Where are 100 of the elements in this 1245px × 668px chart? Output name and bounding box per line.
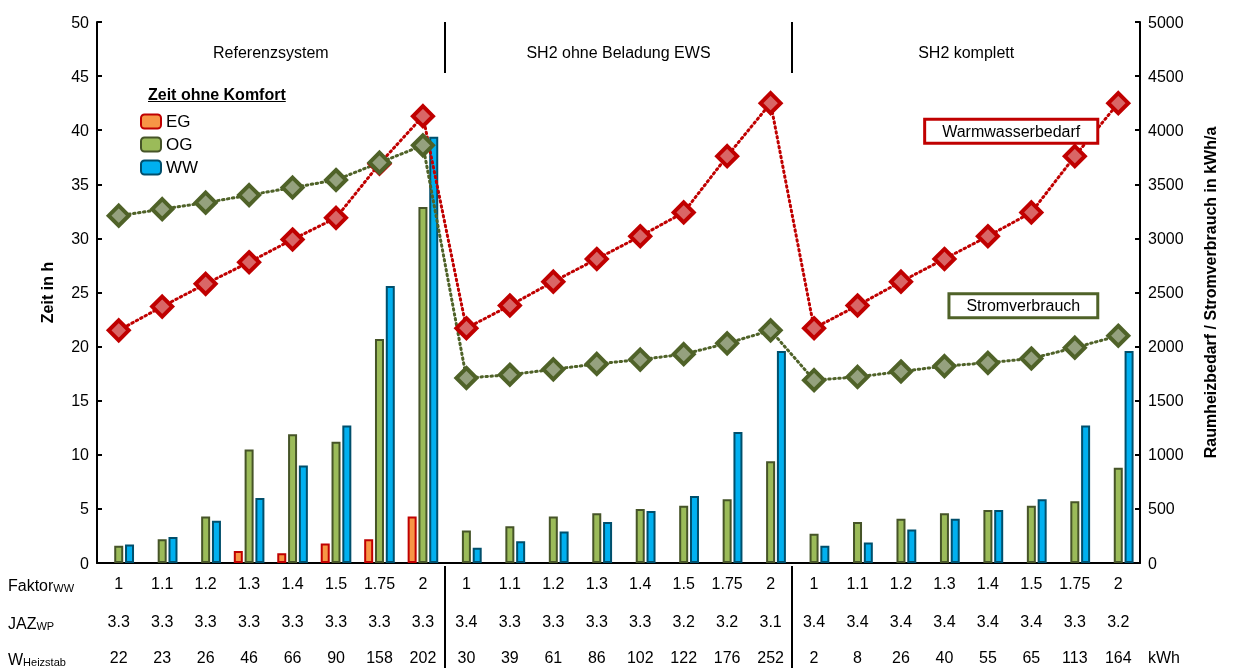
point [193,190,218,215]
y2-tick-label: 2000 [1148,338,1184,356]
bar [766,461,776,563]
text: 3.3 [585,612,608,630]
x-tick-label: 1.5 [324,574,348,592]
text: 3.3 [237,612,261,630]
text: 26 [196,648,215,666]
y2-tick-label: 4000 [1148,121,1184,139]
legend-title: Zeit ohne Komfort [148,86,286,104]
bar [342,425,352,563]
bar [679,505,689,563]
point [715,331,740,356]
text: 164 [1104,648,1132,666]
point [758,318,783,343]
bar [277,553,287,563]
point [280,175,305,200]
y2-tick-label: 3500 [1148,175,1184,193]
bar [939,513,949,563]
bar [1026,505,1036,563]
point [106,203,131,228]
text: 3.3 [281,612,304,630]
text: 3.3 [151,612,174,630]
bar [820,545,830,563]
bar [896,518,906,563]
y-tick-label: 10 [71,446,90,464]
point [1062,335,1087,360]
text: JAZWP [8,614,55,632]
text: 176 [713,648,741,666]
point [1019,200,1044,225]
text: 61 [544,648,563,666]
x-tick-label: 1 [809,574,819,592]
point [584,246,609,271]
bar [809,533,819,563]
bar [505,526,515,563]
text: 22 [109,648,128,666]
y-tick-label: 50 [71,13,90,31]
annotation: SH2 ohne Beladung EWS [526,43,711,61]
point [975,224,1000,249]
y2-tick-label: 5000 [1148,13,1184,31]
y-tick-label: 5 [80,500,90,518]
point [671,342,696,367]
annotation: Referenzsystem [213,43,329,61]
y2-tick-label: 4500 [1148,67,1184,85]
text: 3.3 [498,612,522,630]
x-tick-label: 1.75 [711,574,743,592]
point [802,316,827,341]
bar [418,207,428,563]
x-tick-label: 1.4 [281,574,304,592]
bar [548,516,558,563]
y2-tick-label: 500 [1148,500,1175,518]
bar [461,530,471,563]
y-tick-label: 25 [71,284,90,301]
point [1019,346,1044,371]
point [454,316,479,341]
y2-tick-label: 1000 [1148,446,1184,464]
point [193,271,218,296]
bar [863,542,873,563]
bar [472,547,482,563]
x-tick-label: 1 [461,574,471,592]
x-tick-label: 1.5 [672,574,695,592]
text: 2 [809,648,819,666]
legend-label: OG [166,135,193,154]
bar [114,545,124,563]
point [845,293,870,318]
series-label: Stromverbrauch [966,297,1081,315]
text: 30 [457,648,476,666]
text: 46 [240,648,259,666]
point [584,351,609,376]
x-tick-label: 2 [766,574,776,592]
bar [733,432,743,563]
annotation: SH2 komplett [918,43,1015,61]
y-tick-label: 45 [71,67,90,85]
x-tick-label: 1 [114,574,124,592]
bar [364,539,374,563]
legend-label: EG [166,112,191,131]
x-tick-label: 1.4 [976,574,1000,592]
text: 3.3 [194,612,217,630]
bar [298,465,308,563]
point [497,293,522,318]
point [1106,323,1131,348]
bar [288,434,298,563]
bar [244,449,254,563]
bar [994,509,1004,563]
bar [385,286,395,563]
series-label: Warmwasserbedarf [942,122,1081,140]
text: 113 [1062,648,1088,666]
bar [374,339,384,563]
text: 3.3 [107,612,130,630]
y-axis-title: Zeit in h [38,261,56,324]
text: kWh [1148,648,1180,666]
bar [907,529,917,563]
point [715,144,740,169]
bar [559,531,569,563]
point [237,250,262,275]
bar [853,521,863,563]
text: 3.3 [629,612,652,630]
y-tick-label: 15 [71,392,90,410]
y-tick-label: 20 [71,338,90,356]
text: WHeizstab [8,650,66,668]
y2-tick-label: 0 [1148,554,1157,572]
